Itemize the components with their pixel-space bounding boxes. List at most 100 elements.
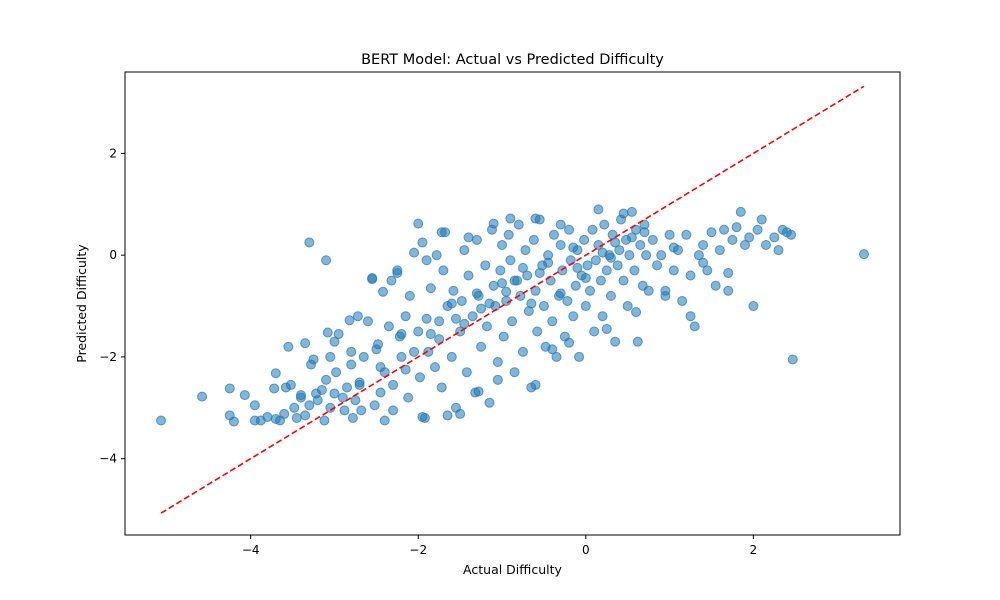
data-point: [413, 218, 424, 229]
data-point: [579, 234, 590, 245]
data-point: [463, 232, 474, 243]
data-point: [442, 410, 453, 421]
data-point: [347, 412, 358, 423]
data-point: [329, 336, 340, 347]
data-point: [520, 245, 531, 256]
data-point: [436, 227, 447, 238]
data-point: [438, 265, 449, 276]
data-point: [325, 351, 336, 362]
data-point: [735, 206, 746, 217]
chart-title: BERT Model: Actual vs Predicted Difficul…: [361, 52, 664, 68]
data-point: [156, 415, 167, 426]
data-point: [421, 313, 432, 324]
data-point: [329, 388, 340, 399]
data-point: [308, 354, 319, 365]
data-point: [595, 275, 606, 286]
data-point: [342, 382, 353, 393]
data-point: [356, 405, 367, 416]
data-point: [677, 295, 688, 306]
data-point: [618, 275, 629, 286]
data-point: [706, 227, 717, 238]
data-point: [641, 250, 652, 261]
data-point: [509, 367, 520, 378]
data-point: [756, 214, 767, 225]
data-point: [321, 374, 332, 385]
x-tick-label: −2: [409, 543, 427, 557]
data-point: [509, 275, 520, 286]
data-point: [740, 239, 750, 250]
x-axis-label: Actual Difficulty: [463, 562, 562, 577]
data-point: [476, 303, 487, 314]
data-point: [270, 368, 281, 379]
data-point: [548, 229, 559, 240]
data-point: [388, 405, 399, 416]
data-point: [622, 301, 633, 312]
x-tick-label: 2: [750, 543, 758, 557]
data-point: [279, 408, 290, 419]
data-point: [752, 224, 763, 235]
data-point: [497, 239, 508, 250]
data-point: [446, 298, 457, 309]
data-point: [473, 386, 484, 397]
data-point: [532, 326, 543, 337]
data-point: [601, 265, 612, 276]
data-point: [354, 379, 365, 390]
data-point: [786, 229, 797, 240]
data-point: [580, 273, 591, 284]
data-point: [285, 379, 296, 390]
data-point: [239, 390, 250, 401]
data-point: [632, 336, 643, 347]
data-point: [316, 384, 327, 395]
data-point: [597, 311, 608, 322]
data-point: [321, 255, 332, 266]
data-point: [652, 260, 663, 271]
data-point: [685, 270, 696, 281]
y-tick-label: 2: [109, 146, 117, 160]
data-point: [450, 313, 461, 324]
data-point: [430, 362, 440, 373]
data-point: [564, 224, 575, 235]
data-point: [425, 329, 436, 340]
data-point: [481, 321, 492, 332]
x-tick-label: −4: [242, 543, 260, 557]
data-point: [434, 316, 445, 327]
data-point: [403, 392, 414, 403]
data-point: [580, 301, 591, 312]
data-point: [346, 346, 357, 357]
data-point: [685, 311, 696, 322]
data-point: [547, 344, 558, 355]
data-point: [660, 285, 671, 296]
data-point: [572, 262, 583, 273]
data-point: [593, 204, 604, 215]
data-point: [664, 229, 675, 240]
plot-frame: [124, 71, 901, 536]
data-point: [564, 337, 575, 348]
data-point: [392, 267, 403, 278]
data-point: [639, 227, 650, 238]
data-point: [400, 311, 411, 322]
data-point: [455, 408, 466, 419]
data-point: [562, 295, 573, 306]
data-point: [547, 316, 558, 327]
data-point: [269, 383, 280, 394]
data-point: [352, 311, 363, 322]
data-point: [383, 321, 394, 332]
data-point: [224, 383, 235, 394]
data-point: [291, 412, 302, 423]
data-point: [530, 213, 541, 224]
data-point: [760, 239, 771, 250]
data-point: [350, 395, 361, 406]
data-point: [723, 267, 734, 278]
data-point: [590, 255, 601, 266]
data-point: [456, 295, 467, 306]
data-point: [631, 307, 642, 318]
data-point: [534, 267, 545, 278]
data-point: [656, 250, 667, 261]
data-point: [599, 219, 610, 230]
data-point: [555, 288, 566, 299]
reference-line-layer: [160, 85, 865, 514]
data-point: [378, 286, 389, 297]
data-point: [480, 260, 491, 271]
data-point: [425, 283, 436, 294]
data-point: [400, 364, 411, 375]
